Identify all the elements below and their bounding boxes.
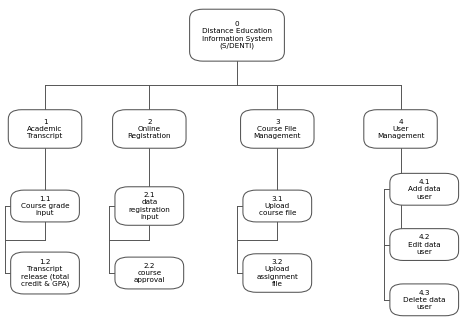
Text: 2.1
data
registration
input: 2.1 data registration input: [128, 192, 170, 220]
Text: 0
Distance Education
Information System
(S/DENTI): 0 Distance Education Information System …: [201, 21, 273, 49]
FancyBboxPatch shape: [243, 190, 311, 222]
FancyBboxPatch shape: [364, 110, 437, 148]
Text: 3
Course File
Management: 3 Course File Management: [254, 119, 301, 139]
FancyBboxPatch shape: [243, 254, 311, 292]
FancyBboxPatch shape: [112, 110, 186, 148]
Text: 2.2
course
approval: 2.2 course approval: [134, 263, 165, 283]
FancyBboxPatch shape: [8, 110, 82, 148]
FancyBboxPatch shape: [115, 187, 183, 225]
FancyBboxPatch shape: [390, 228, 459, 261]
Text: 4
User
Management: 4 User Management: [377, 119, 424, 139]
Text: 4.1
Add data
user: 4.1 Add data user: [408, 179, 440, 200]
FancyBboxPatch shape: [115, 257, 183, 289]
Text: 1
Academic
Transcript: 1 Academic Transcript: [27, 119, 63, 139]
FancyBboxPatch shape: [190, 9, 284, 61]
FancyBboxPatch shape: [11, 252, 79, 294]
Text: 3.1
Upload
course file: 3.1 Upload course file: [258, 196, 296, 216]
Text: 4.3
Delete data
user: 4.3 Delete data user: [403, 289, 446, 310]
Text: 1.2
Transcript
release (total
credit & GPA): 1.2 Transcript release (total credit & G…: [21, 259, 69, 287]
Text: 3.2
Upload
assignment
file: 3.2 Upload assignment file: [256, 259, 298, 287]
FancyBboxPatch shape: [390, 284, 459, 316]
FancyBboxPatch shape: [390, 174, 459, 205]
FancyBboxPatch shape: [11, 190, 79, 222]
Text: 1.1
Course grade
input: 1.1 Course grade input: [21, 196, 69, 216]
Text: 2
Online
Registration: 2 Online Registration: [128, 119, 171, 139]
Text: 4.2
Edit data
user: 4.2 Edit data user: [408, 234, 440, 255]
FancyBboxPatch shape: [240, 110, 314, 148]
